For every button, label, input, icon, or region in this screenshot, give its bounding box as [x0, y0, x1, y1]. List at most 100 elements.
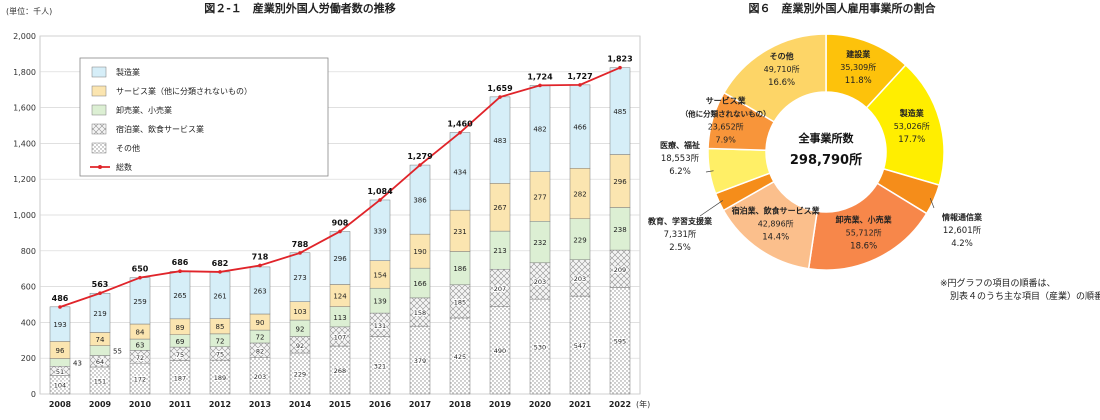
total-label: 788	[292, 240, 309, 249]
data-label: 229	[294, 371, 306, 379]
bars: 104 51 43 96 193 151 64 55 74 219 172 72 63 84 259 187 7…	[49, 67, 631, 395]
data-label: 75	[176, 351, 184, 359]
total-point	[498, 95, 502, 99]
total-point	[418, 163, 422, 167]
data-label: 107	[334, 333, 346, 341]
total-point	[538, 83, 542, 88]
data-label: 72	[136, 354, 144, 362]
slice-label: 情報通信業	[941, 212, 983, 222]
slice-label: 17.7%	[898, 135, 925, 145]
data-label: 185	[454, 298, 466, 306]
data-label: 595	[614, 338, 626, 346]
slice-label: 6.2%	[669, 167, 691, 177]
legend-label: 宿泊業、飲食サービス業	[116, 124, 204, 134]
data-label: 92	[296, 325, 305, 333]
slice-label: 製造業	[899, 108, 925, 118]
x-axis: 2008 2009 2010 2011 2012 2013 2014 2015 2016 2017…	[49, 400, 631, 409]
slice-label: 53,026所	[894, 121, 930, 131]
legend-swatch	[91, 142, 107, 154]
legend-swatch-marker	[98, 165, 102, 169]
total-label: 686	[172, 258, 189, 267]
slice-label: 医療、福祉	[660, 140, 700, 150]
data-label: 231	[453, 228, 466, 236]
data-label: 261	[213, 292, 226, 300]
data-label: 265	[173, 292, 186, 300]
y-tick-label: 1,600	[13, 104, 36, 113]
x-tick-label: 2021	[569, 400, 592, 409]
x-tick-label: 2018	[449, 400, 472, 409]
slice-label: 55,712所	[846, 228, 882, 238]
data-label: 263	[253, 287, 266, 295]
legend-box	[79, 57, 329, 177]
workers-chart: 図２-１ 産業別外国人労働者数の推移 (単位：千人) (年) 0 200 400 60…	[6, 1, 650, 409]
legend-label: その他	[116, 143, 140, 153]
y-tick-label: 200	[21, 354, 36, 363]
data-label: 124	[333, 293, 347, 301]
y-tick-label: 600	[21, 283, 36, 292]
data-label: 379	[414, 357, 426, 365]
data-label: 232	[533, 239, 546, 247]
unit-label: (単位：千人)	[6, 6, 52, 16]
total-point	[578, 83, 582, 87]
data-label: 104	[54, 382, 66, 390]
x-tick-label: 2017	[409, 400, 431, 409]
legend-label: 製造業	[116, 67, 140, 77]
data-label: 277	[533, 193, 546, 201]
data-label: 82	[256, 347, 264, 355]
total-point	[138, 275, 142, 280]
data-label: 103	[293, 308, 306, 316]
establishments-chart: 図６ 産業別外国人雇用事業所の割合 全事業所数 298,790所 建設業 35,3…	[647, 1, 1100, 302]
data-label: 339	[373, 227, 386, 235]
data-label: 186	[453, 265, 467, 273]
total-point	[178, 269, 182, 274]
slice-label: （他に分類されないもの）	[681, 109, 771, 119]
data-label: 207	[494, 285, 506, 293]
slice-label: 14.4%	[762, 232, 789, 242]
total-point	[98, 291, 102, 296]
donut	[707, 33, 945, 271]
data-label: 55	[113, 348, 122, 356]
legend-label: 総数	[116, 162, 132, 172]
workers-chart-title: 図２-１ 産業別外国人労働者数の推移	[204, 1, 396, 15]
slice-label: 42,896所	[758, 218, 794, 228]
data-label: 187	[174, 374, 186, 382]
data-label: 85	[216, 323, 225, 331]
data-label: 69	[176, 338, 185, 346]
y-axis: 0 200 400 600 800 1,000 1,200 1,400 1,600 1,800 2,…	[13, 32, 36, 399]
data-label: 154	[373, 271, 387, 279]
data-label: 51	[56, 368, 64, 376]
total-label: 486	[52, 294, 69, 303]
data-label: 273	[293, 274, 306, 282]
data-label: 75	[216, 350, 224, 358]
slice-label: 12,601所	[943, 225, 982, 236]
slice-label: 2.5%	[669, 243, 691, 253]
total-label: 1,659	[487, 84, 513, 93]
donut-center-value: 298,790所	[790, 152, 862, 168]
data-label: 84	[136, 329, 145, 337]
data-label: 268	[334, 367, 346, 375]
data-label: 483	[493, 137, 506, 145]
x-tick-label: 2016	[369, 400, 392, 409]
legend-swatch	[91, 104, 107, 116]
data-label: 189	[214, 374, 226, 382]
slice-label: 49,710所	[764, 64, 800, 74]
slice-label: 16.6%	[768, 78, 795, 88]
total-point	[258, 263, 262, 268]
total-point	[618, 65, 622, 70]
data-label: 113	[333, 314, 346, 322]
legend-swatch	[91, 85, 107, 97]
data-label: 259	[133, 298, 146, 306]
total-label: 908	[332, 218, 349, 227]
data-label: 321	[374, 362, 386, 370]
slice-label: 4.2%	[951, 239, 973, 249]
donut-slice	[807, 182, 928, 271]
data-label: 158	[414, 309, 426, 317]
x-tick-label: 2011	[169, 400, 192, 409]
data-label: 466	[573, 124, 587, 132]
slice-label: 卸売業、小売業	[836, 215, 893, 225]
data-label: 238	[613, 226, 626, 234]
total-label: 718	[252, 252, 269, 261]
total-point	[218, 270, 222, 274]
slice-label: 35,309所	[840, 62, 876, 72]
